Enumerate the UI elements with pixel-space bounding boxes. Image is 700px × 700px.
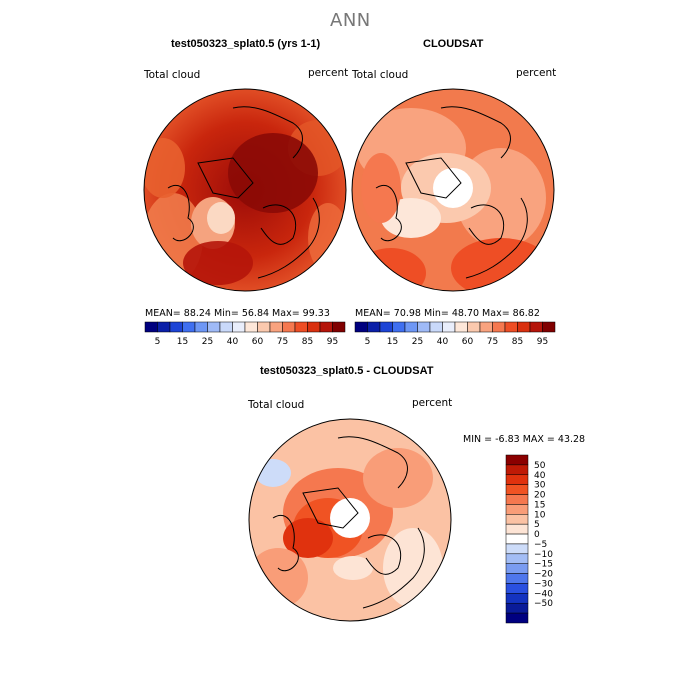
colorbar-tick-label: 95 — [327, 337, 338, 347]
diff-colorbar-swatch — [505, 573, 529, 584]
panel3-var-label: Total cloud — [248, 399, 305, 411]
panel2-map — [351, 88, 555, 292]
colorbar-swatch — [542, 321, 556, 333]
colorbar-swatch — [417, 321, 431, 333]
colorbar-swatch — [454, 321, 468, 333]
diff-colorbar-swatch — [505, 504, 529, 515]
diff-colorbar-tick-label: 15 — [534, 500, 545, 510]
colorbar-swatch — [354, 321, 368, 333]
diff-colorbar-swatch — [505, 553, 529, 564]
colorbar-swatch — [319, 321, 333, 333]
colorbar-swatch — [517, 321, 531, 333]
panel1-var-label: Total cloud — [144, 69, 201, 81]
colorbar-tick-label: 40 — [437, 337, 449, 347]
colorbar-swatch — [479, 321, 493, 333]
colorbar-swatch — [467, 321, 481, 333]
panel3-map — [248, 418, 452, 622]
diff-colorbar-tick-label: 40 — [534, 471, 546, 481]
diff-colorbar-swatch — [505, 583, 529, 594]
panel3-minmax: MIN = -6.83 MAX = 43.28 — [463, 434, 586, 445]
colorbar-swatch — [169, 321, 183, 333]
panel1-stats: MEAN= 88.24 Min= 56.84 Max= 99.33 — [145, 308, 330, 319]
panel3-units: percent — [412, 397, 453, 409]
diff-colorbar-swatch — [505, 612, 529, 624]
diff-colorbar-swatch — [505, 454, 529, 466]
panel2-colorbar: 5 15 25 40 60 75 85 95 — [354, 321, 556, 347]
diff-colorbar-tick-label: 30 — [534, 481, 546, 491]
colorbar-swatch — [492, 321, 506, 333]
colorbar-swatch — [404, 321, 418, 333]
colorbar-tick-label: 85 — [302, 337, 313, 347]
colorbar-swatch — [182, 321, 196, 333]
diff-colorbar-swatch — [505, 533, 529, 545]
colorbar-swatch — [392, 321, 406, 333]
colorbar-swatch — [232, 321, 246, 333]
colorbar-tick-label: 95 — [537, 337, 548, 347]
colorbar-tick-label: 5 — [155, 337, 161, 347]
diff-colorbar-tick-label: −30 — [534, 579, 553, 589]
colorbar-tick-label: 60 — [252, 337, 264, 347]
colorbar-tick-label: 25 — [412, 337, 423, 347]
diff-colorbar-tick-label: −40 — [534, 589, 553, 599]
diff-colorbar-swatch — [505, 464, 529, 476]
figure-title: ANN — [330, 10, 371, 31]
diff-colorbar-swatch — [505, 523, 529, 535]
panel1-title: test050323_splat0.5 (yrs 1-1) — [171, 38, 321, 50]
colorbar-swatch — [144, 321, 158, 333]
diff-colorbar-swatch — [505, 484, 529, 495]
colorbar-swatch — [442, 321, 456, 333]
colorbar-swatch — [379, 321, 393, 333]
diff-colorbar-swatch — [505, 514, 529, 525]
panel2-stats: MEAN= 70.98 Min= 48.70 Max= 86.82 — [355, 308, 540, 319]
colorbar-tick-label: 85 — [512, 337, 523, 347]
colorbar-swatch — [529, 321, 543, 333]
diff-colorbar-tick-label: 50 — [534, 461, 546, 471]
colorbar-tick-label: 25 — [202, 337, 213, 347]
diff-colorbar-tick-label: 5 — [534, 520, 540, 530]
diff-colorbar-tick-label: −10 — [534, 550, 553, 560]
colorbar-swatch — [257, 321, 271, 333]
diff-colorbar-tick-label: −15 — [534, 560, 553, 570]
colorbar-swatch — [244, 321, 258, 333]
colorbar-swatch — [294, 321, 308, 333]
diff-colorbar-swatch — [505, 593, 529, 604]
colorbar-swatch — [429, 321, 443, 333]
colorbar-tick-label: 40 — [227, 337, 239, 347]
diff-colorbar-swatch — [505, 602, 529, 614]
colorbar-tick-label: 15 — [177, 337, 188, 347]
colorbar-swatch — [207, 321, 221, 333]
colorbar-swatch — [307, 321, 321, 333]
colorbar-swatch — [194, 321, 208, 333]
colorbar-tick-label: 75 — [277, 337, 288, 347]
diff-colorbar-swatch — [505, 474, 529, 485]
diff-colorbar-tick-label: −50 — [534, 599, 553, 609]
colorbar-swatch — [269, 321, 283, 333]
panel2-units: percent — [516, 67, 557, 79]
colorbar-swatch — [282, 321, 296, 333]
diff-colorbar-swatch — [505, 494, 529, 505]
diff-colorbar-swatch — [505, 563, 529, 574]
panel1-map — [143, 88, 347, 292]
colorbar-swatch — [157, 321, 171, 333]
colorbar-swatch — [219, 321, 233, 333]
diff-colorbar-tick-label: −5 — [534, 540, 547, 550]
colorbar-swatch — [367, 321, 381, 333]
diff-colorbar-tick-label: 10 — [534, 510, 546, 520]
panel3-title: test050323_splat0.5 - CLOUDSAT — [260, 365, 434, 377]
colorbar-swatch — [332, 321, 346, 333]
panel2-var-label: Total cloud — [352, 69, 409, 81]
colorbar-tick-label: 5 — [365, 337, 371, 347]
colorbar-tick-label: 75 — [487, 337, 498, 347]
diff-colorbar-tick-label: 0 — [534, 530, 540, 540]
colorbar-tick-label: 15 — [387, 337, 398, 347]
colorbar-tick-label: 60 — [462, 337, 474, 347]
panel2-title: CLOUDSAT — [423, 38, 484, 50]
panel1-units: percent — [308, 67, 349, 79]
diff-colorbar-tick-label: −20 — [534, 570, 553, 580]
diff-colorbar-tick-label: 20 — [534, 491, 546, 501]
panel1-colorbar: 5 15 25 40 60 75 85 95 — [144, 321, 346, 347]
colorbar-swatch — [504, 321, 518, 333]
diff-colorbar-swatch — [505, 543, 529, 555]
